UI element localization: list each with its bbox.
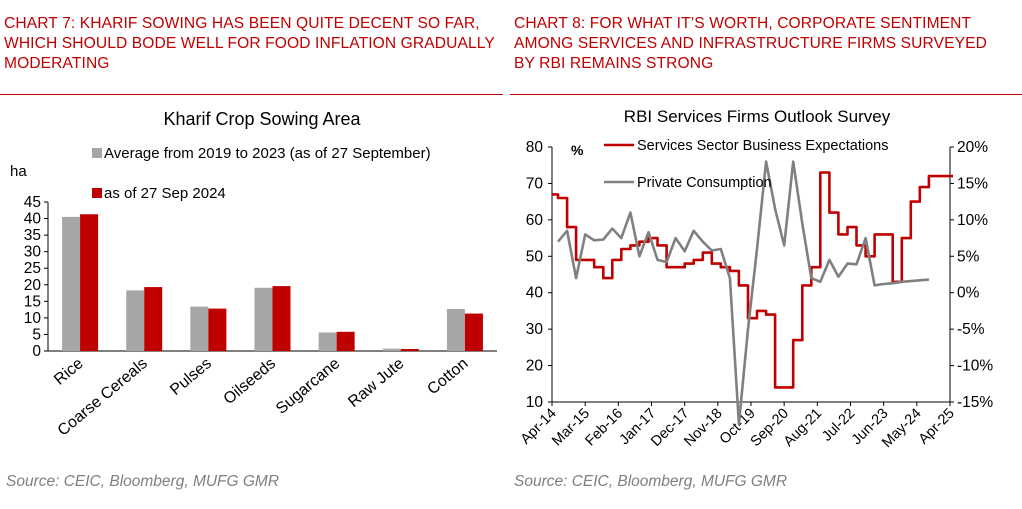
line-right-tick-label: 20%: [957, 139, 988, 156]
chart8-rule: [510, 94, 1022, 95]
line-legend-label-0: Services Sector Business Expectations: [637, 138, 888, 154]
bar-0-0: [62, 216, 81, 351]
bar-1-2: [208, 308, 227, 351]
bar-y-tick-label: 10: [24, 310, 42, 327]
bar-y-tick-label: 35: [24, 227, 41, 244]
line-x-tick-label: Feb-16: [582, 406, 626, 450]
line-left-tick-label: 20: [526, 358, 544, 375]
chart7-source: Source: CEIC, Bloomberg, MUFG GMR: [6, 473, 280, 490]
bar-0-5: [382, 348, 401, 351]
bar-0-6: [446, 308, 465, 351]
bar-0-4: [318, 332, 337, 351]
bar-chart-title: Kharif Crop Sowing Area: [163, 109, 361, 129]
bar-category-label: Rice: [51, 355, 87, 389]
bar-y-tick-label: 45: [24, 194, 41, 211]
bar-0-3: [254, 287, 273, 351]
line-right-tick-label: -15%: [957, 394, 993, 411]
bar-legend-label-0: Average from 2019 to 2023 (as of 27 Sept…: [104, 145, 431, 162]
bar-category-label: Pulses: [167, 355, 215, 399]
bar-y-tick-label: 25: [24, 260, 41, 277]
line-x-tick-label: Aug-21: [781, 406, 825, 450]
line-left-tick-label: 80: [526, 139, 544, 156]
line-series-1: [557, 160, 929, 426]
chart8-source: Source: CEIC, Bloomberg, MUFG GMR: [514, 473, 788, 490]
bar-y-tick-label: 5: [32, 326, 41, 343]
bar-y-tick-label: 30: [24, 244, 42, 261]
chart7-rule: [0, 94, 503, 95]
bar-y-tick-label: 40: [24, 211, 42, 228]
line-left-tick-label: 60: [526, 212, 544, 229]
bar-legend-swatch-1: [92, 188, 102, 198]
bar-legend-label-1: as of 27 Sep 2024: [104, 185, 226, 202]
right-panel: CHART 8: FOR WHAT IT’S WORTH, CORPORATE …: [510, 0, 1022, 509]
line-right-tick-label: 5%: [957, 248, 980, 265]
bar-y-tick-label: 20: [24, 277, 42, 294]
line-x-tick-label: Apr-25: [916, 406, 958, 448]
line-right-tick-label: 0%: [957, 285, 980, 302]
line-left-tick-label: 10: [526, 394, 544, 411]
line-right-tick-label: 10%: [957, 212, 988, 229]
bar-0-2: [190, 306, 209, 351]
chart7-heading: CHART 7: KHARIF SOWING HAS BEEN QUITE DE…: [4, 15, 495, 72]
line-left-tick-label: 40: [526, 285, 544, 302]
bar-chart: Kharif Crop Sowing Area ha Average from 20…: [10, 109, 497, 440]
bar-1-0: [80, 214, 99, 351]
chart8-heading: CHART 8: FOR WHAT IT’S WORTH, CORPORATE …: [514, 15, 987, 72]
line-right-tick-label: -5%: [957, 321, 985, 338]
line-chart-title: RBI Services Firms Outlook Survey: [624, 107, 891, 126]
line-left-tick-label: 30: [526, 321, 544, 338]
line-left-tick-label: 50: [526, 248, 544, 265]
line-left-tick-label: 70: [526, 175, 544, 192]
bar-1-4: [336, 331, 355, 351]
bar-y-tick-label: 15: [24, 293, 41, 310]
line-legend-label-1: Private Consumption: [637, 175, 772, 191]
line-series-0: [552, 171, 953, 389]
bar-legend-swatch-0: [92, 148, 102, 158]
bar-category-label: Raw Jute: [345, 355, 407, 411]
bar-category-label: Cotton: [424, 355, 471, 398]
line-left-axis-label: %: [571, 142, 584, 158]
bar-1-6: [464, 313, 483, 351]
line-x-tick-label: Nov-18: [681, 406, 725, 450]
bar-category-label: Oilseeds: [220, 355, 279, 408]
line-right-tick-label: 15%: [957, 175, 988, 192]
bar-1-1: [144, 287, 163, 351]
bar-y-tick-label: 0: [32, 343, 41, 360]
bar-category-label: Sugarcane: [273, 355, 343, 418]
line-right-tick-label: -10%: [957, 358, 993, 375]
bar-0-1: [126, 290, 145, 351]
bar-1-5: [400, 349, 419, 351]
bar-1-3: [272, 286, 291, 351]
bar-y-axis-label: ha: [10, 163, 27, 180]
line-chart: RBI Services Firms Outlook Survey 10 20 30 4…: [518, 107, 994, 451]
left-panel: CHART 7: KHARIF SOWING HAS BEEN QUITE DE…: [0, 0, 503, 509]
